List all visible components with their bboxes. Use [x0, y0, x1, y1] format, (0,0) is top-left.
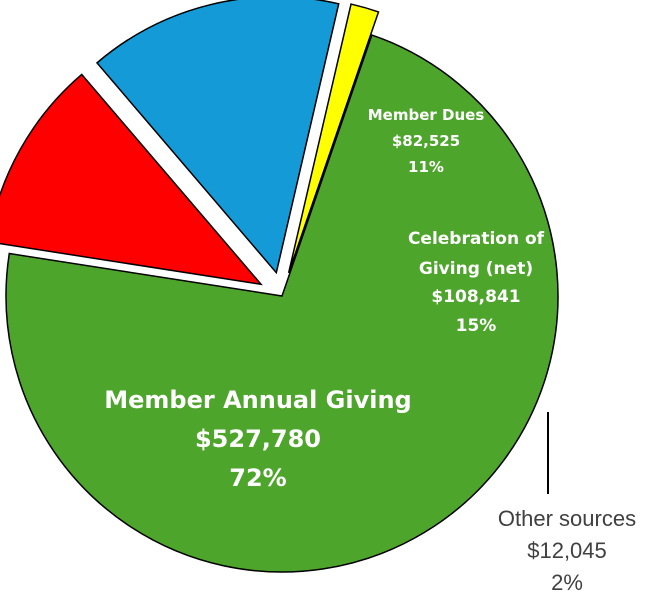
- celebration-name-line-1: Celebration of: [408, 229, 545, 249]
- member-annual-giving-percent: 72%: [229, 464, 286, 492]
- slice-member-annual-giving: [5, 34, 559, 573]
- member-dues-name: Member Dues: [368, 106, 485, 124]
- other-sources-name: Other sources: [498, 506, 636, 531]
- member-dues-percent: 11%: [408, 158, 444, 176]
- label-member-dues: Member Dues $82,525 11%: [368, 106, 485, 176]
- member-annual-giving-amount: $527,780: [195, 425, 321, 453]
- slice-other-sources: [287, 3, 380, 274]
- celebration-amount: $108,841: [431, 287, 520, 307]
- slice-celebration-of-giving: [95, 0, 340, 275]
- label-other-sources: Other sources $12,045 2%: [498, 506, 636, 595]
- label-member-annual-giving: Member Annual Giving $527,780 72%: [104, 386, 412, 492]
- other-sources-percent: 2%: [551, 570, 583, 595]
- slice-member-dues: [0, 73, 263, 286]
- label-celebration-of-giving: Celebration of Giving (net) $108,841 15%: [408, 229, 545, 336]
- celebration-name-line-2: Giving (net): [419, 259, 533, 279]
- member-dues-amount: $82,525: [392, 132, 460, 150]
- celebration-percent: 15%: [456, 316, 497, 336]
- other-sources-amount: $12,045: [527, 538, 607, 563]
- pie-slices: [0, 0, 559, 573]
- member-annual-giving-name: Member Annual Giving: [104, 386, 412, 414]
